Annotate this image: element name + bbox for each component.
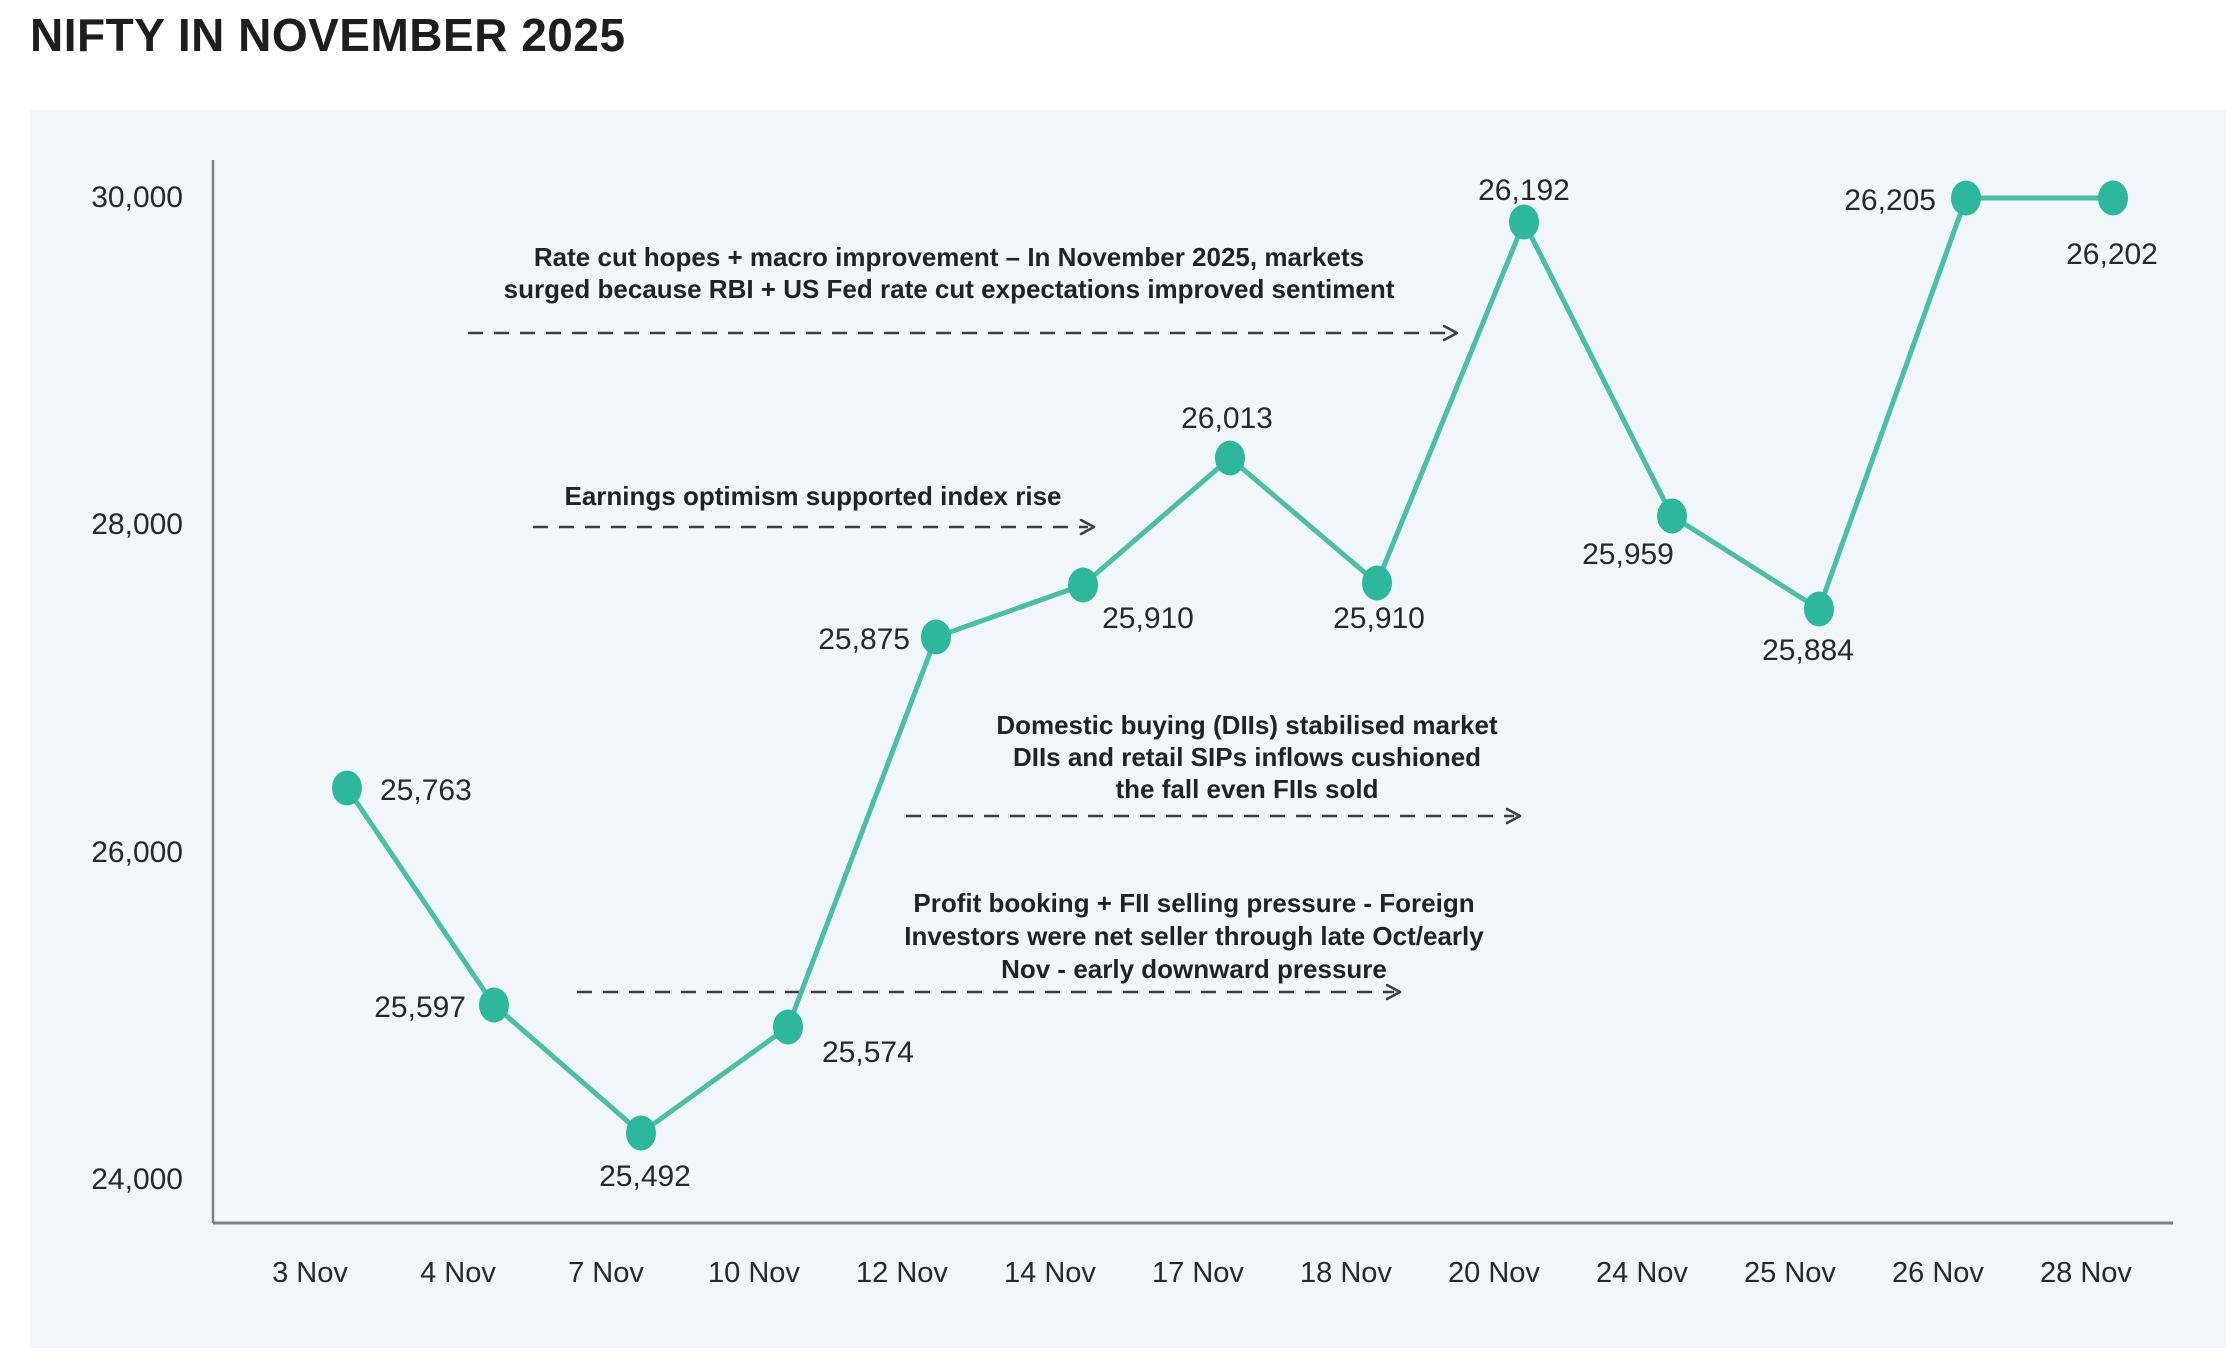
- data-point-value-label: 25,597: [374, 991, 466, 1024]
- y-tick-label: 30,000: [91, 181, 183, 214]
- x-tick-label: 17 Nov: [1152, 1257, 1244, 1289]
- x-tick-label: 7 Nov: [568, 1257, 644, 1289]
- chart-panel-background: [30, 110, 2226, 1348]
- data-point-value-label: 25,574: [822, 1036, 914, 1069]
- data-point-value-label: 25,875: [818, 623, 910, 656]
- annotation-text-rate-cut-hopes: surged because RBI + US Fed rate cut exp…: [504, 274, 1395, 304]
- annotation-arrowhead-domestic-buying: [1505, 807, 1522, 825]
- y-tick-label: 24,000: [91, 1163, 183, 1196]
- annotation-text-domestic-buying: Domestic buying (DIIs) stabilised market: [996, 710, 1498, 740]
- data-point-value-label: 25,763: [380, 774, 472, 807]
- x-tick-label: 28 Nov: [2040, 1257, 2132, 1289]
- annotation-arrowhead-earnings-optimism: [1079, 518, 1096, 536]
- data-point-marker: [1362, 565, 1392, 601]
- x-tick-label: 3 Nov: [272, 1257, 348, 1289]
- x-tick-label: 24 Nov: [1596, 1257, 1688, 1289]
- data-point-marker: [2098, 180, 2128, 216]
- data-point-value-label: 25,884: [1762, 634, 1854, 667]
- data-point-marker: [626, 1115, 656, 1151]
- data-point-value-label: 26,192: [1478, 174, 1570, 207]
- data-point-value-label: 26,202: [2066, 238, 2158, 271]
- data-point-value-label: 25,910: [1333, 602, 1425, 635]
- y-tick-label: 26,000: [91, 836, 183, 869]
- data-point-value-label: 26,013: [1181, 402, 1273, 435]
- data-point-value-label: 25,492: [599, 1160, 691, 1193]
- annotation-arrowhead-profit-booking: [1385, 983, 1402, 1001]
- x-tick-label: 18 Nov: [1300, 1257, 1392, 1289]
- data-point-marker: [332, 770, 362, 806]
- annotation-text-earnings-optimism: Earnings optimism supported index rise: [565, 481, 1062, 511]
- annotation-text-domestic-buying: DIIs and retail SIPs inflows cushioned: [1013, 742, 1481, 772]
- y-tick-label: 28,000: [91, 508, 183, 541]
- x-tick-label: 26 Nov: [1892, 1257, 1984, 1289]
- annotation-text-domestic-buying: the fall even FIIs sold: [1116, 774, 1379, 804]
- data-point-marker: [773, 1009, 803, 1045]
- data-point-value-label: 25,959: [1582, 538, 1674, 571]
- page-title: NIFTY IN NOVEMBER 2025: [30, 9, 626, 61]
- x-tick-label: 4 Nov: [420, 1257, 496, 1289]
- annotation-text-profit-booking: Nov - early downward pressure: [1001, 954, 1387, 984]
- data-point-marker: [479, 987, 509, 1023]
- x-tick-label: 12 Nov: [856, 1257, 948, 1289]
- x-tick-label: 25 Nov: [1744, 1257, 1836, 1289]
- data-point-marker: [1509, 204, 1539, 240]
- data-point-value-label: 26,205: [1844, 184, 1936, 217]
- data-point-marker: [1657, 498, 1687, 534]
- annotation-arrowhead-rate-cut-hopes: [1442, 324, 1459, 342]
- data-point-marker: [1215, 440, 1245, 476]
- data-point-marker: [921, 619, 951, 655]
- data-point-marker: [1804, 591, 1834, 627]
- annotation-text-profit-booking: Profit booking + FII selling pressure - …: [913, 888, 1474, 918]
- data-point-value-label: 25,910: [1102, 602, 1194, 635]
- data-point-marker: [1951, 180, 1981, 216]
- annotation-text-rate-cut-hopes: Rate cut hopes + macro improvement – In …: [534, 242, 1364, 272]
- annotation-text-profit-booking: Investors were net seller through late O…: [904, 921, 1484, 951]
- x-tick-label: 14 Nov: [1004, 1257, 1096, 1289]
- data-point-marker: [1068, 567, 1098, 603]
- x-tick-label: 20 Nov: [1448, 1257, 1540, 1289]
- x-tick-label: 10 Nov: [708, 1257, 800, 1289]
